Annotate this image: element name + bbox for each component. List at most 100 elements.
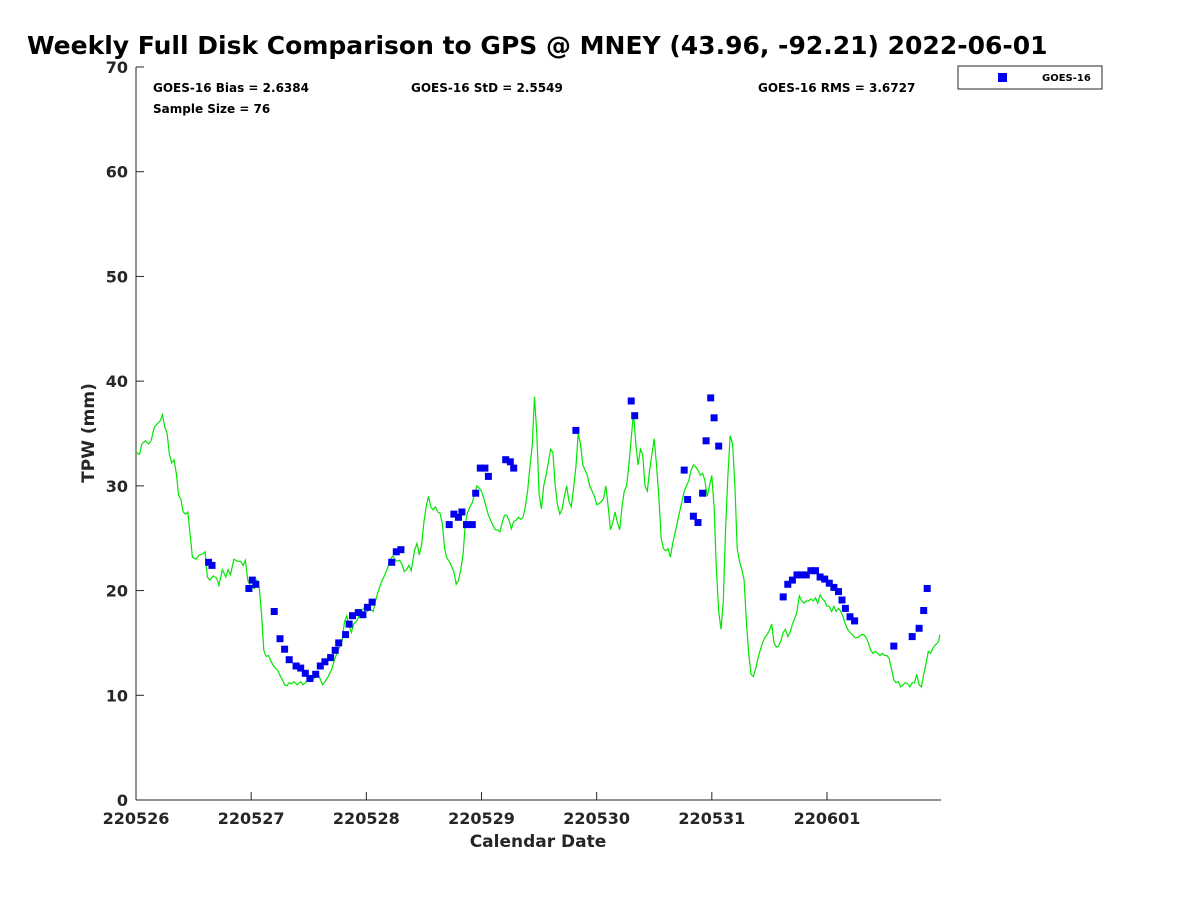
goes16-point [920, 607, 928, 614]
goes16-point [825, 579, 833, 587]
goes16-point [802, 571, 810, 579]
goes16-point [830, 583, 838, 591]
legend-marker [998, 73, 1007, 82]
goes16-point [779, 593, 787, 601]
goes16-point [270, 608, 278, 615]
goes16-point [707, 394, 715, 402]
goes16-point [812, 567, 819, 575]
goes16-point [846, 613, 854, 621]
goes16-point [816, 573, 824, 581]
goes16-point [392, 548, 400, 556]
goes16-point [851, 617, 859, 625]
goes16-point [306, 675, 314, 682]
bias-stat: GOES-16 Bias = 2.6384 [153, 81, 309, 95]
goes16-point [784, 580, 792, 588]
goes16-point [689, 512, 697, 520]
chart-title: Weekly Full Disk Comparison to GPS @ MNE… [27, 31, 1048, 60]
goes16-point [455, 513, 462, 521]
goes16-point [472, 489, 480, 497]
goes16-point [345, 620, 353, 628]
x-tick-label: 220601 [794, 809, 861, 828]
goes16-point [335, 639, 343, 647]
goes16-point [908, 633, 916, 641]
goes16-point [502, 456, 510, 464]
y-tick-label: 10 [106, 686, 128, 705]
goes16-point [793, 571, 801, 579]
goes16-point [321, 658, 329, 666]
goes16-point [301, 669, 309, 677]
rms-stat: GOES-16 RMS = 3.6727 [758, 81, 915, 95]
goes16-point [397, 546, 405, 554]
goes16-point [841, 604, 849, 612]
y-tick-label: 50 [106, 267, 128, 286]
legend-box [957, 65, 1103, 90]
goes16-point [281, 645, 289, 653]
y-axis-label: TPW (mm) [79, 383, 99, 483]
goes16-point [245, 585, 253, 592]
goes16-point [788, 576, 796, 584]
legend-label: GOES-16 [1042, 73, 1091, 84]
goes16-point [838, 596, 846, 604]
goes16-point [364, 603, 371, 611]
goes16-point [388, 558, 396, 566]
goes16-point [890, 642, 898, 650]
goes16-point [923, 585, 931, 592]
goes16-point [572, 426, 580, 434]
goes16-point [248, 576, 256, 584]
goes16-point [710, 414, 718, 422]
x-tick-label: 220526 [103, 809, 170, 828]
goes16-point [680, 466, 688, 474]
goes16-point [312, 670, 320, 678]
x-tick-label: 220527 [218, 809, 285, 828]
goes16-point [458, 508, 466, 516]
goes16-point [506, 458, 514, 466]
goes16-point [368, 598, 376, 606]
y-tick-label: 40 [106, 372, 128, 391]
y-axis-ticks: 0 10 20 30 40 50 60 70 [106, 58, 144, 810]
goes16-point [297, 664, 305, 672]
x-tick-label: 220530 [563, 809, 630, 828]
goes16-point [627, 397, 635, 405]
std-stat: GOES-16 StD = 2.5549 [411, 81, 563, 95]
y-tick-label: 60 [106, 163, 128, 182]
goes16-point [702, 437, 710, 445]
x-tick-label: 220528 [333, 809, 400, 828]
goes16-point [481, 464, 489, 472]
goes16-point [684, 496, 692, 503]
sample-size-stat: Sample Size = 76 [153, 102, 270, 116]
goes16-point [331, 646, 339, 654]
goes16-point [349, 612, 356, 620]
goes16-point [915, 624, 923, 632]
goes16-point [342, 631, 350, 639]
goes16-point [285, 656, 293, 664]
goes16-point [359, 611, 367, 619]
goes16-point [715, 442, 723, 450]
goes16-point [510, 464, 518, 472]
goes16-point [292, 662, 300, 670]
goes16-point [807, 567, 815, 575]
goes16-point [252, 580, 260, 588]
legend: GOES-16 [957, 65, 1103, 90]
goes16-point [327, 654, 335, 662]
x-tick-label: 220531 [678, 809, 745, 828]
goes16-point [484, 472, 492, 480]
y-tick-label: 20 [106, 582, 128, 601]
y-tick-label: 30 [106, 477, 128, 496]
goes16-point [316, 662, 324, 670]
goes16-series-points [205, 394, 931, 682]
goes16-point [445, 521, 453, 529]
goes16-point [476, 464, 484, 472]
goes16-point [463, 521, 470, 529]
x-axis-ticks: 220526 220527 220528 220529 220530 220531 2206… [103, 792, 861, 828]
goes16-point [276, 635, 284, 643]
goes16-point [835, 588, 842, 596]
goes16-point [208, 561, 216, 569]
goes16-point [798, 571, 806, 579]
goes16-point [699, 489, 707, 497]
goes16-point [694, 519, 702, 526]
goes16-point [450, 510, 458, 518]
goes16-point [468, 521, 476, 529]
plot-area [136, 67, 941, 800]
goes16-point [354, 609, 362, 617]
